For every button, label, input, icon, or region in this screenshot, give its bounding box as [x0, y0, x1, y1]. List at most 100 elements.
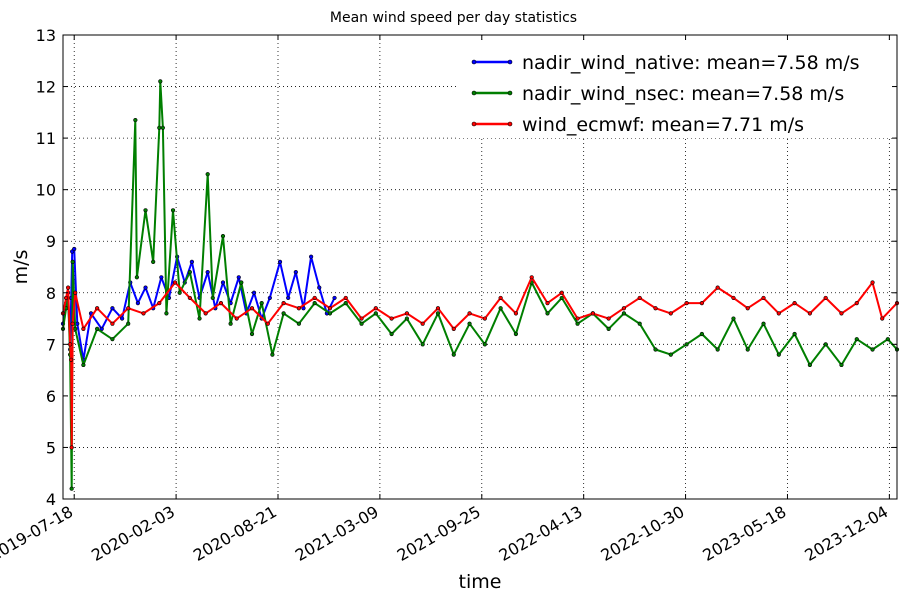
series-point — [359, 321, 364, 326]
series-point — [73, 326, 78, 331]
series-point — [99, 326, 104, 331]
y-tick-label: 6 — [46, 387, 56, 406]
series-point — [653, 347, 658, 352]
series-point — [267, 295, 272, 301]
series-point — [637, 321, 642, 326]
series-point — [205, 270, 210, 275]
series-point — [293, 270, 298, 275]
series-point — [699, 331, 704, 337]
series-point — [312, 295, 317, 301]
series-point — [281, 311, 286, 316]
legend-marker — [507, 59, 513, 65]
y-tick-label: 9 — [46, 232, 56, 251]
y-tick-label: 5 — [46, 438, 56, 457]
series-point — [220, 233, 226, 239]
series-point — [684, 300, 689, 306]
series-point — [151, 259, 156, 264]
series-point — [69, 445, 74, 450]
chart-title: Mean wind speed per day statistics — [330, 10, 577, 26]
y-tick-label: 4 — [46, 490, 56, 509]
series-line — [62, 248, 336, 361]
series-point — [220, 280, 226, 285]
series-point — [189, 259, 194, 264]
series-point — [559, 295, 564, 301]
series-point — [73, 290, 78, 295]
series-point — [251, 290, 257, 295]
series-point — [210, 295, 215, 301]
x-tick-label: 2019-07-18 — [0, 502, 76, 565]
series-point — [575, 316, 580, 321]
x-tick-label: 2022-10-30 — [598, 502, 688, 565]
series-point — [668, 352, 673, 357]
series-point — [110, 337, 115, 342]
series-point — [203, 311, 208, 316]
series-point — [668, 311, 673, 316]
series-point — [327, 306, 333, 311]
x-tick-label: 2021-09-25 — [394, 502, 484, 565]
series-point — [745, 347, 750, 352]
series-point — [126, 321, 131, 326]
series-point — [187, 295, 192, 301]
series-point — [792, 331, 797, 337]
series-point — [228, 321, 233, 326]
series-point — [807, 311, 812, 316]
series-point — [170, 208, 176, 213]
series-point — [482, 342, 487, 347]
series-point — [159, 275, 164, 280]
series-point — [854, 337, 859, 342]
series-point — [281, 300, 286, 306]
series-point — [575, 321, 580, 326]
series-point — [404, 311, 409, 316]
series-point — [157, 125, 162, 130]
series-point — [451, 326, 456, 331]
series-point — [312, 300, 317, 306]
series-point — [187, 270, 192, 275]
series-point — [177, 290, 182, 295]
series-point — [529, 275, 534, 280]
legend-box — [458, 42, 892, 138]
series-point — [792, 300, 797, 306]
series-point — [141, 311, 146, 316]
series-point — [870, 347, 875, 352]
series-point — [839, 311, 844, 316]
series-point — [265, 321, 270, 326]
series-point — [301, 306, 306, 311]
series-point — [870, 280, 875, 285]
series-point — [68, 342, 73, 347]
y-tick-label: 10 — [36, 181, 56, 200]
series-point — [277, 259, 283, 264]
series-point — [420, 342, 425, 347]
series-point — [699, 300, 704, 306]
series-point — [63, 295, 69, 301]
series-point — [72, 246, 77, 252]
series-point — [435, 311, 441, 316]
series-point — [606, 326, 611, 331]
series-point — [776, 352, 781, 357]
series-point — [545, 300, 550, 306]
series-point — [498, 306, 503, 311]
series-point — [160, 125, 165, 130]
series-layer — [60, 79, 900, 491]
series-point — [343, 295, 348, 301]
series-point — [590, 311, 595, 316]
series-point — [715, 347, 720, 352]
x-tick-label: 2021-03-09 — [292, 502, 382, 565]
y-tick-label: 12 — [36, 78, 56, 97]
series-point — [70, 321, 75, 326]
series-point — [880, 316, 885, 321]
series-point — [236, 275, 241, 280]
series-point — [270, 352, 275, 357]
y-tick-label: 8 — [46, 284, 56, 303]
series-point — [239, 280, 244, 285]
x-tick-label: 2023-12-04 — [801, 502, 891, 565]
series-point — [218, 300, 224, 306]
series-point — [95, 326, 100, 331]
legend-marker — [471, 121, 477, 127]
series-point — [126, 306, 131, 311]
series-point — [309, 254, 314, 259]
series-point — [172, 280, 178, 285]
series-point — [513, 311, 519, 316]
legend-label: wind_ecmwf: mean=7.71 m/s — [522, 114, 804, 136]
series-point — [373, 306, 378, 311]
series-point — [854, 300, 859, 306]
